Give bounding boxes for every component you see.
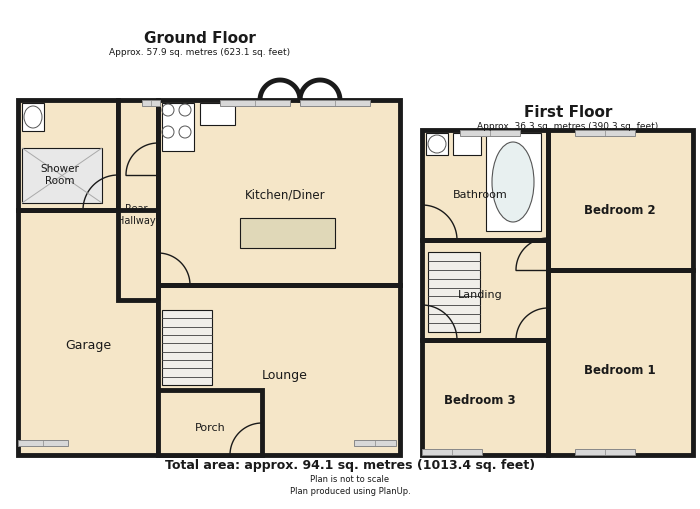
Text: Garage: Garage xyxy=(65,338,111,352)
Bar xyxy=(18,100,118,210)
Bar xyxy=(220,100,290,106)
Bar xyxy=(22,148,102,203)
Bar xyxy=(422,240,548,340)
Bar xyxy=(453,133,481,155)
Bar xyxy=(300,100,370,106)
Bar xyxy=(422,340,548,455)
Text: Bedroom 2: Bedroom 2 xyxy=(584,204,656,216)
Bar xyxy=(575,449,635,455)
Text: Plan is not to scale: Plan is not to scale xyxy=(310,475,390,485)
Bar xyxy=(422,449,482,455)
Bar xyxy=(158,285,400,455)
Bar xyxy=(18,210,158,455)
Text: Ground Floor: Ground Floor xyxy=(144,31,256,45)
Text: Bathroom: Bathroom xyxy=(453,190,508,200)
Bar xyxy=(18,440,68,446)
Bar xyxy=(354,440,396,446)
Bar xyxy=(162,310,212,385)
Bar xyxy=(22,103,44,131)
Bar xyxy=(548,270,693,455)
Bar xyxy=(200,103,235,125)
Text: Total area: approx. 94.1 sq. metres (1013.4 sq. feet): Total area: approx. 94.1 sq. metres (101… xyxy=(165,459,535,471)
Text: Landing: Landing xyxy=(458,290,503,300)
Ellipse shape xyxy=(24,106,42,128)
Bar xyxy=(426,133,448,155)
Ellipse shape xyxy=(492,142,534,222)
Text: Bedroom 1: Bedroom 1 xyxy=(584,363,656,377)
Bar xyxy=(575,130,635,136)
Bar xyxy=(158,100,400,285)
Text: Rear
Hallway: Rear Hallway xyxy=(117,204,155,226)
Bar xyxy=(548,130,693,270)
Text: Bedroom 3: Bedroom 3 xyxy=(444,393,516,407)
Text: First Floor: First Floor xyxy=(524,104,612,120)
Text: Lounge: Lounge xyxy=(262,369,308,382)
Bar xyxy=(118,100,158,300)
Bar xyxy=(460,130,520,136)
Bar xyxy=(240,218,335,248)
Bar xyxy=(158,390,262,455)
Text: Porch: Porch xyxy=(195,423,225,433)
Text: Approx. 36.3 sq. metres (390.3 sq. feet): Approx. 36.3 sq. metres (390.3 sq. feet) xyxy=(477,122,659,130)
Text: Kitchen/Diner: Kitchen/Diner xyxy=(245,188,326,202)
Text: Approx. 57.9 sq. metres (623.1 sq. feet): Approx. 57.9 sq. metres (623.1 sq. feet) xyxy=(109,47,290,56)
Text: Shower
Room: Shower Room xyxy=(41,164,79,186)
Ellipse shape xyxy=(428,135,446,153)
Bar xyxy=(142,100,160,106)
Bar xyxy=(428,252,480,332)
Bar xyxy=(422,130,548,240)
Text: Plan produced using PlanUp.: Plan produced using PlanUp. xyxy=(290,487,410,495)
Bar xyxy=(162,103,194,151)
Bar xyxy=(486,133,541,231)
